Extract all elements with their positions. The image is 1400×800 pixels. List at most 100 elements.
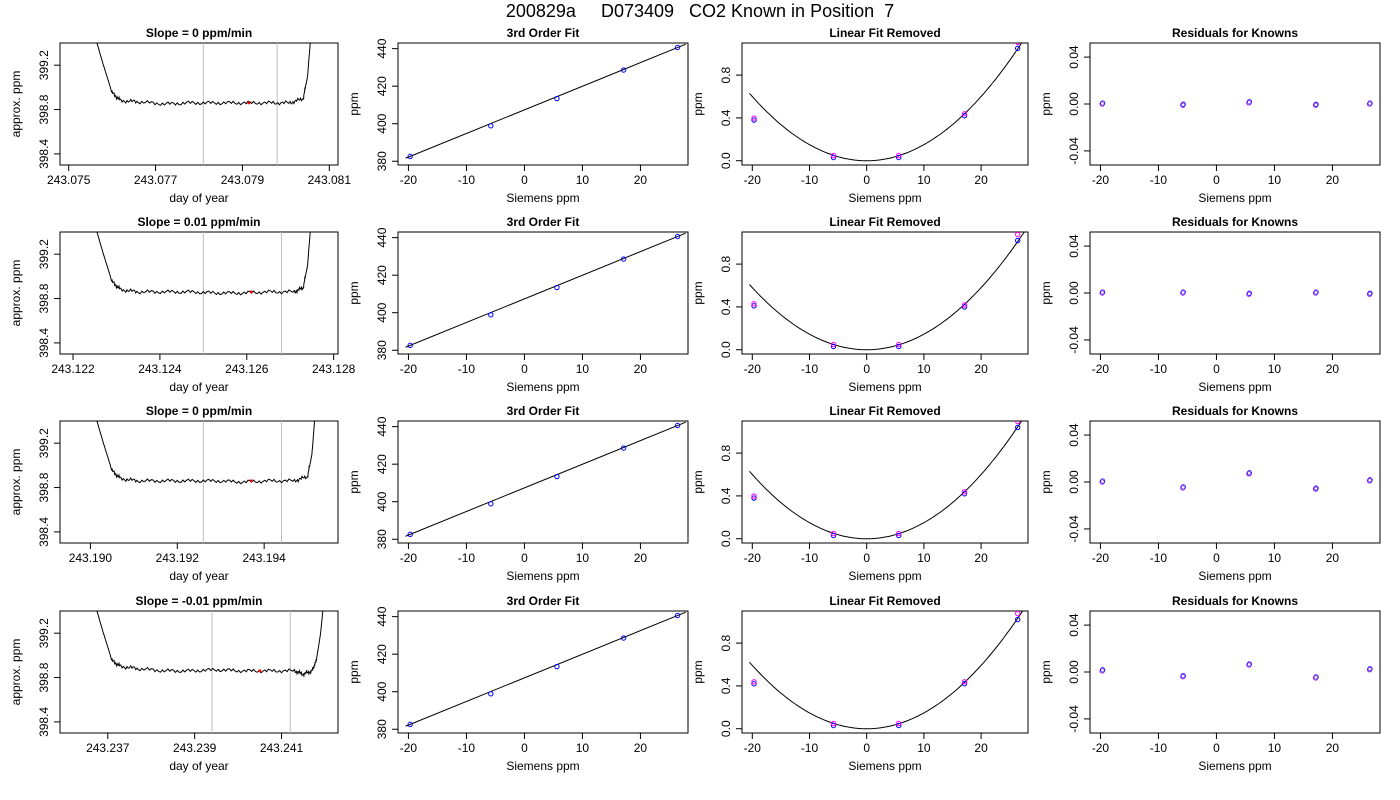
plot-frame (397, 420, 689, 544)
data-point (554, 473, 560, 480)
plot-area (405, 421, 686, 538)
y-axis-label: approx. ppm (9, 260, 23, 327)
plot-area (1099, 99, 1373, 108)
data-point (554, 95, 560, 102)
y-axis-label: ppm (691, 92, 705, 115)
plot-area (749, 43, 1023, 162)
x-axis-label: Siemens ppm (506, 380, 579, 394)
x-tick-label: 243.124 (138, 362, 182, 376)
x-tick-label: -10 (1150, 173, 1168, 187)
x-tick-label: -10 (458, 362, 476, 376)
x-tick-label: 243.192 (156, 551, 200, 565)
fit-curve (749, 421, 1023, 540)
data-point-alt (1246, 661, 1252, 667)
concentration-trace (96, 611, 324, 678)
data-point (554, 663, 560, 670)
data-point-alt (1015, 421, 1021, 425)
x-tick-label: 0 (1213, 173, 1220, 187)
x-tick-label: -10 (458, 741, 476, 755)
data-point-alt (1180, 673, 1186, 679)
y-axis-label: ppm (347, 470, 361, 493)
y-tick-label: 420 (375, 644, 389, 664)
y-tick-label: 398.8 (37, 472, 51, 502)
page-title: 200829a D073409 CO2 Known in Position 7 (505, 1, 895, 21)
data-point-alt (1246, 290, 1252, 296)
data-point-alt (830, 720, 837, 727)
data-point-alt (830, 341, 837, 348)
x-tick-label: 0 (1213, 362, 1220, 376)
data-point-alt (1246, 470, 1252, 476)
data-point (620, 67, 627, 73)
x-axis-label: Siemens ppm (1198, 380, 1271, 394)
y-tick-label: 0.00 (1067, 92, 1081, 116)
x-tick-label: 10 (1268, 741, 1282, 755)
plot-frame (741, 420, 1029, 544)
x-tick-label: 10 (917, 173, 931, 187)
data-point-alt (896, 152, 902, 159)
x-tick-label: 243.194 (242, 551, 286, 565)
concentration-trace (96, 43, 311, 106)
x-tick-label: -20 (744, 362, 762, 376)
x-tick-label: 10 (576, 551, 590, 565)
data-point-alt (961, 111, 968, 117)
mean-marker (249, 479, 253, 483)
x-tick-label: -20 (400, 741, 418, 755)
y-tick-label: 400 (375, 113, 389, 133)
data-point (407, 342, 413, 349)
y-axis-label: approx. ppm (9, 71, 23, 138)
y-tick-label: 0.4 (719, 298, 733, 315)
concentration-trace (96, 232, 311, 296)
y-tick-label: 0.0 (719, 530, 733, 547)
data-point-alt (830, 530, 837, 537)
y-tick-label: 420 (375, 76, 389, 96)
y-tick-label: 440 (375, 416, 389, 436)
panel-3-4: Residuals for Knowns -20 -10 0 10 20 -0.04 0.00… (1039, 404, 1381, 583)
panel-3-3: Linear Fit Removed -20 -10 0 10 20 0.0 0.4 0.8 Si… (691, 404, 1029, 583)
data-point (488, 691, 494, 697)
data-point-alt (961, 489, 968, 495)
x-tick-label: 243.237 (86, 741, 130, 755)
x-tick-label: 20 (634, 362, 648, 376)
x-axis-label: Siemens ppm (506, 759, 579, 773)
x-tick-label: -20 (400, 173, 418, 187)
fit-line (405, 43, 686, 159)
x-tick-label: 10 (1268, 362, 1282, 376)
y-axis-label: ppm (1039, 281, 1053, 304)
x-tick-label: 243.239 (173, 741, 217, 755)
plot-frame (741, 42, 1029, 166)
panel-4-1: Slope = -0.01 ppm/min 243.237 243.239 243.2… (9, 594, 339, 773)
x-tick-label: -10 (801, 551, 819, 565)
panel-3-1: Slope = 0 ppm/min 243.190 243.192 243.194 39… (9, 404, 339, 583)
x-tick-label: 0 (521, 362, 528, 376)
x-tick-label: 20 (634, 551, 648, 565)
x-tick-label: -10 (458, 173, 476, 187)
x-axis-label: Siemens ppm (1198, 191, 1271, 205)
mean-marker (249, 290, 253, 294)
y-tick-label: 0.4 (719, 109, 733, 126)
data-point-alt (1015, 232, 1021, 238)
data-point (674, 233, 681, 240)
x-tick-label: 10 (576, 741, 590, 755)
data-point-alt (1100, 667, 1106, 673)
x-axis-label: Siemens ppm (1198, 569, 1271, 583)
x-tick-label: -10 (801, 173, 819, 187)
x-axis-label: day of year (169, 569, 228, 583)
data-point (1015, 237, 1021, 244)
x-tick-label: -10 (458, 551, 476, 565)
y-tick-label: 0.04 (1067, 423, 1081, 447)
fit-line (405, 232, 686, 348)
data-point (674, 612, 681, 619)
x-tick-label: -20 (400, 362, 418, 376)
panel-title: Slope = 0 ppm/min (146, 404, 252, 418)
panel-title: 3rd Order Fit (507, 594, 580, 608)
y-tick-label: -0.04 (1067, 705, 1081, 733)
panel-title: Linear Fit Removed (829, 26, 940, 40)
y-tick-label: 0.00 (1067, 470, 1081, 494)
x-tick-label: 20 (1326, 741, 1340, 755)
data-point (674, 44, 681, 51)
panel-title: 3rd Order Fit (507, 404, 580, 418)
x-tick-label: -10 (1150, 551, 1168, 565)
y-tick-label: 0.00 (1067, 281, 1081, 305)
panel-4-3: Linear Fit Removed -20 -10 0 10 20 0.0 0.4 0.8 Si… (691, 594, 1029, 773)
